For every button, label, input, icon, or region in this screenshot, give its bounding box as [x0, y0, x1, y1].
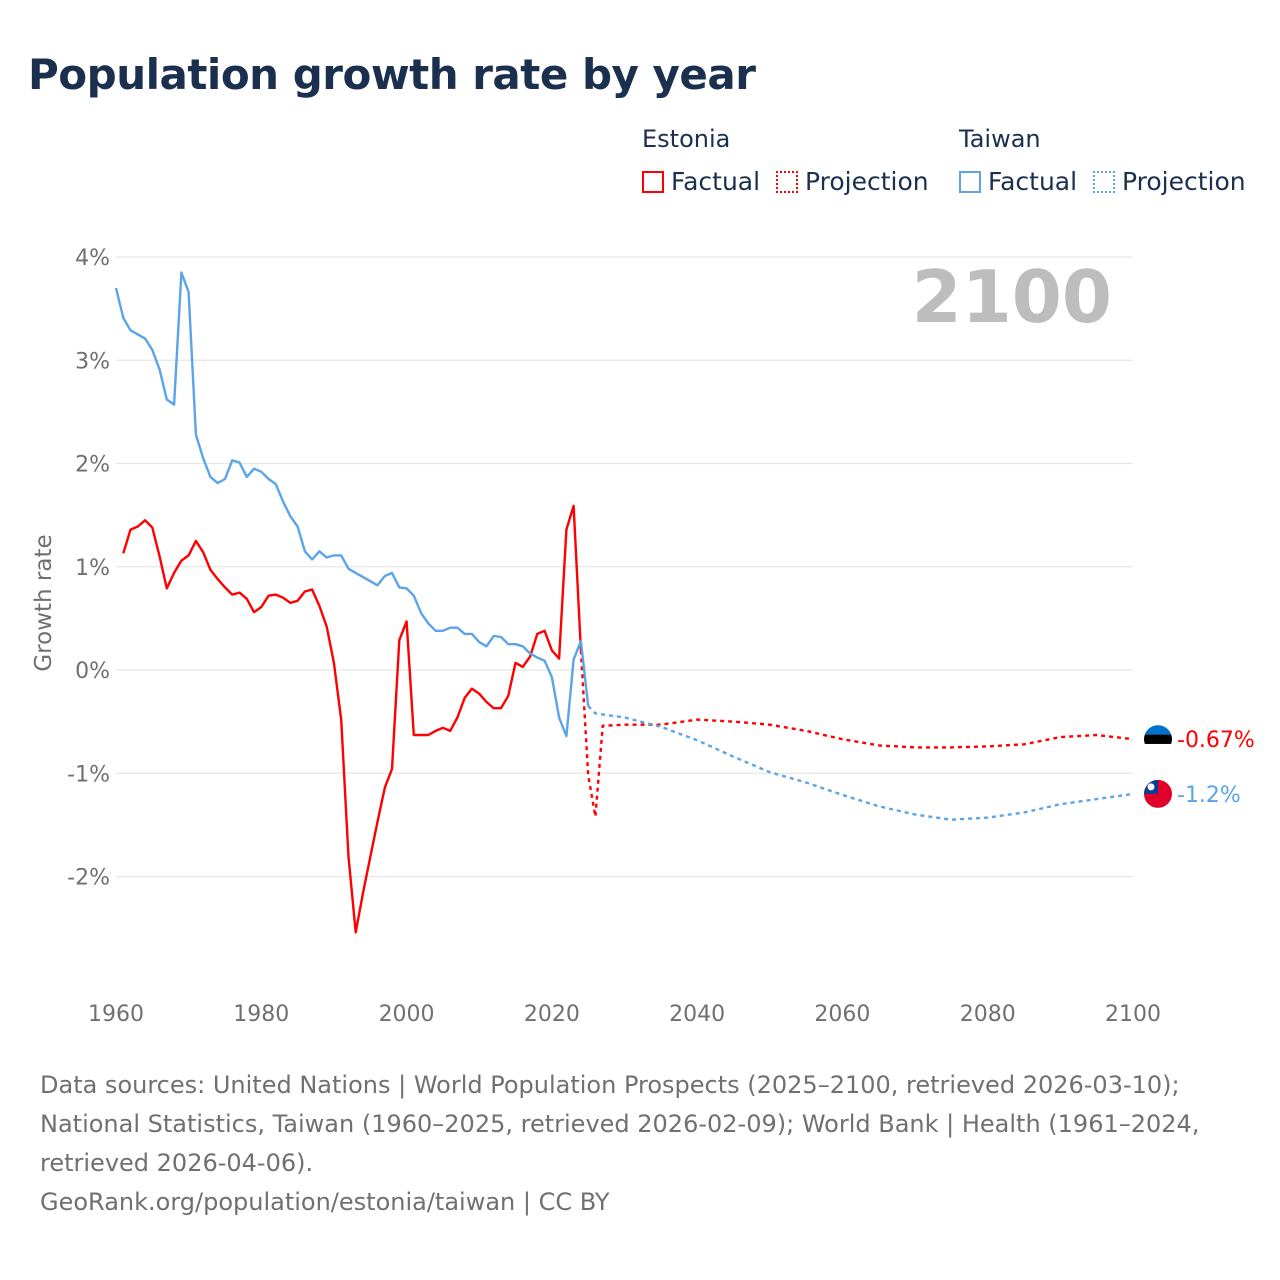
y-tick-label: 1% [75, 556, 110, 581]
legend-estonia-projection[interactable]: Projection [776, 167, 929, 196]
y-tick-label: 0% [75, 659, 110, 684]
y-tick-label: 4% [75, 246, 110, 271]
taiwan-end-label: -1.2% [1177, 783, 1241, 808]
x-tick-label: 2080 [960, 1002, 1016, 1027]
source-link[interactable]: GeoRank.org/population/estonia/taiwan | … [40, 1188, 610, 1216]
legend-estonia-factual[interactable]: Factual [642, 167, 760, 196]
x-tick-label: 1980 [233, 1002, 289, 1027]
legend-label: Projection [1122, 167, 1246, 196]
data-sources: Data sources: United Nations | World Pop… [40, 1071, 1200, 1177]
legend-group-estonia: Estonia [642, 125, 731, 153]
taiwan-flag-icon [1144, 779, 1172, 808]
legend-swatch-solid [642, 170, 664, 193]
legend-label: Factual [671, 167, 761, 196]
x-tick-label: 2040 [669, 1002, 725, 1027]
legend-swatch-dotted [776, 170, 798, 193]
x-tick-label: 2100 [1105, 1002, 1161, 1027]
x-tick-label: 1960 [88, 1002, 144, 1027]
footer: Data sources: United Nations | World Pop… [40, 1066, 1250, 1222]
x-tick-label: 2060 [814, 1002, 870, 1027]
y-axis-label: Growth rate [31, 534, 57, 671]
estonia-end-label: -0.67% [1177, 728, 1255, 753]
legend-label: Projection [805, 167, 929, 196]
x-tick-label: 2000 [379, 1002, 435, 1027]
chart-title: Population growth rate by year [28, 50, 756, 99]
taiwan-factual-line [114, 271, 590, 738]
estonia-flag-icon [1144, 725, 1172, 754]
y-tick-label: 3% [75, 349, 110, 374]
estonia-factual-line [122, 504, 583, 934]
legend-taiwan-factual[interactable]: Factual [959, 167, 1077, 196]
x-tick-label: 2020 [524, 1002, 580, 1027]
legend-swatch-solid [959, 170, 981, 193]
legend-taiwan-projection[interactable]: Projection [1093, 167, 1246, 196]
taiwan-projection-line [587, 705, 1134, 821]
y-tick-label: -1% [67, 762, 110, 787]
line-chart: 4% 3% 2% 1% 0% -1% -2% 1960 1980 2000 2020 2040 2060… [31, 246, 1255, 1027]
y-tick-label: -2% [67, 866, 110, 891]
y-tick-label: 2% [75, 453, 110, 478]
legend-swatch-dotted [1093, 170, 1115, 193]
estonia-projection-line [579, 650, 1134, 817]
year-watermark: 2100 [912, 255, 1112, 339]
legend-label: Factual [988, 167, 1078, 196]
legend-group-taiwan: Taiwan [959, 125, 1041, 153]
